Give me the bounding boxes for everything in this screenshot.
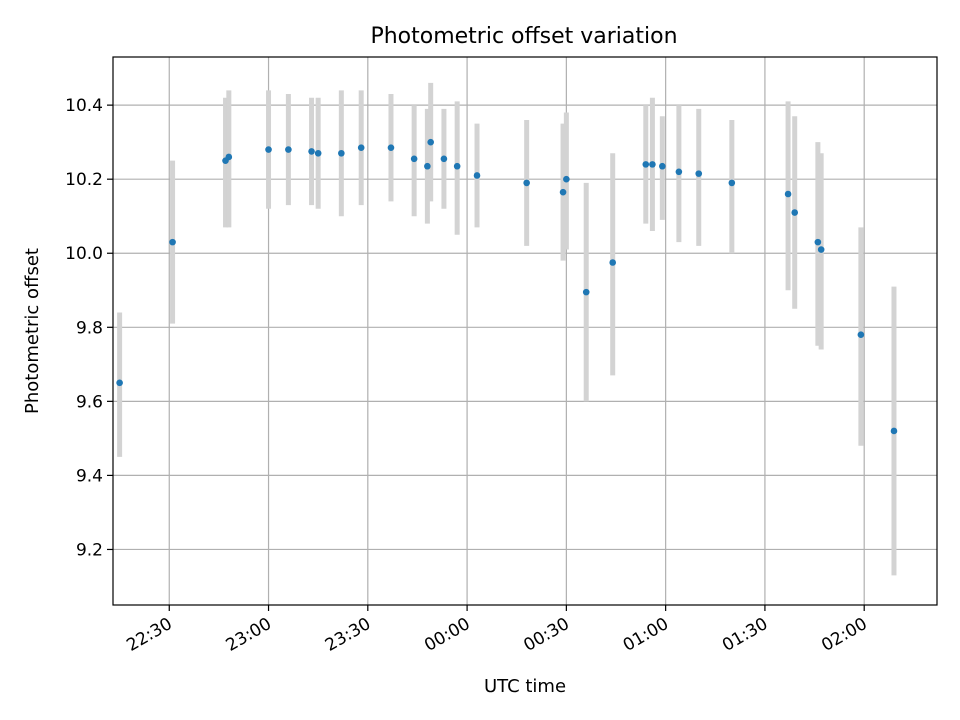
data-point: [559, 188, 567, 196]
error-bars: [117, 82, 897, 576]
x-tick-label: 23:30: [322, 614, 374, 656]
data-point: [225, 153, 233, 161]
y-tick-label: 9.6: [76, 392, 103, 412]
data-point: [642, 161, 650, 168]
data-point: [890, 427, 898, 435]
data-point: [453, 162, 461, 170]
y-tick-label: 10.0: [65, 244, 103, 264]
data-point: [814, 238, 822, 246]
data-point: [314, 149, 322, 157]
y-tick-label: 10.4: [65, 96, 103, 116]
plot-frame: [112, 56, 938, 606]
y-tick-label: 9.8: [76, 318, 103, 338]
y-tick-label: 9.2: [76, 540, 103, 560]
y-axis-ticks: 9.2 9.4 9.6 9.8 10.0 10.2 10.4: [65, 96, 113, 560]
data-point: [116, 379, 123, 387]
x-tick-label: 01:00: [620, 614, 672, 656]
data-point: [649, 161, 656, 168]
data-point: [338, 149, 345, 157]
y-axis-label: Photometric offset: [22, 248, 43, 414]
y-tick-label: 9.4: [76, 466, 103, 486]
data-point: [410, 155, 418, 163]
data-point: [563, 175, 570, 183]
data-point: [440, 155, 448, 163]
data-point: [659, 162, 666, 170]
y-tick-label: 10.2: [65, 170, 103, 190]
data-point: [791, 209, 799, 216]
x-axis-ticks: 22:30 23:00 23:30 00:00 00:30 01:00 01:30 02:00: [123, 605, 871, 656]
x-axis-label: UTC time: [484, 676, 566, 697]
data-point: [523, 179, 530, 187]
data-point: [387, 144, 395, 152]
chart-title: Photometric offset variation: [370, 24, 677, 49]
data-point: [609, 259, 616, 266]
data-point: [285, 146, 292, 153]
data-point: [675, 168, 683, 176]
data-point: [473, 172, 481, 179]
data-point: [265, 146, 272, 153]
data-point: [728, 179, 736, 187]
data-point: [817, 246, 825, 253]
data-point: [424, 162, 431, 170]
data-point: [308, 148, 315, 155]
x-tick-label: 01:30: [719, 614, 771, 656]
x-tick-label: 22:30: [123, 614, 175, 656]
data-point: [582, 288, 590, 296]
data-point: [169, 238, 176, 246]
x-tick-label: 23:00: [223, 614, 275, 656]
data-point: [857, 331, 865, 339]
data-points: [116, 138, 898, 435]
data-point: [427, 138, 434, 146]
data-point: [357, 144, 365, 152]
x-tick-label: 00:00: [421, 614, 473, 656]
x-tick-label: 00:30: [520, 614, 572, 656]
data-point: [695, 170, 703, 177]
data-point: [784, 190, 792, 198]
x-tick-label: 02:00: [818, 614, 870, 656]
